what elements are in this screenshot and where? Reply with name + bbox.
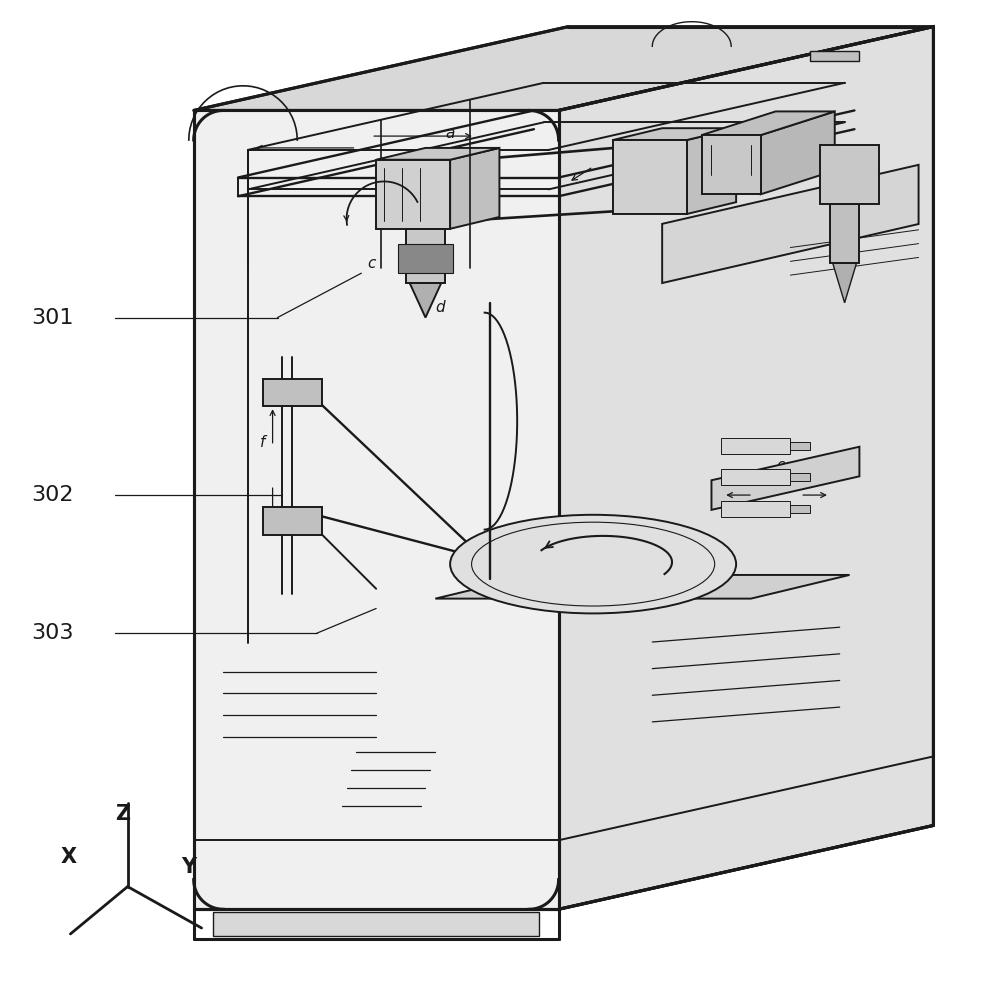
Polygon shape [194, 27, 934, 110]
Polygon shape [376, 160, 450, 229]
Polygon shape [435, 575, 850, 599]
Polygon shape [450, 148, 499, 229]
Polygon shape [398, 244, 453, 273]
Text: Y: Y [181, 857, 197, 877]
Polygon shape [663, 165, 919, 283]
Text: 302: 302 [31, 485, 73, 505]
Polygon shape [263, 379, 321, 406]
Polygon shape [721, 501, 790, 517]
Polygon shape [409, 283, 441, 318]
Text: a: a [445, 126, 455, 141]
Polygon shape [830, 204, 859, 263]
Polygon shape [790, 473, 810, 481]
Polygon shape [701, 111, 835, 135]
Polygon shape [376, 148, 499, 160]
Polygon shape [686, 128, 736, 214]
Polygon shape [559, 27, 934, 909]
Polygon shape [810, 51, 859, 61]
Text: 303: 303 [31, 623, 73, 643]
Text: X: X [60, 847, 76, 867]
Polygon shape [790, 442, 810, 450]
Polygon shape [820, 145, 879, 204]
Text: f: f [260, 435, 265, 450]
Polygon shape [721, 438, 790, 454]
Text: 301: 301 [31, 308, 73, 328]
Text: Z: Z [115, 804, 131, 824]
Ellipse shape [450, 515, 736, 613]
Text: b: b [615, 172, 625, 187]
Polygon shape [263, 507, 321, 535]
Text: c: c [367, 256, 376, 271]
Text: g: g [613, 562, 623, 577]
Polygon shape [790, 505, 810, 513]
Text: e: e [775, 458, 785, 473]
Polygon shape [701, 135, 761, 194]
Polygon shape [214, 912, 539, 936]
Polygon shape [613, 140, 686, 214]
Polygon shape [721, 469, 790, 485]
Text: d: d [435, 300, 445, 315]
Polygon shape [833, 263, 856, 303]
Polygon shape [194, 110, 559, 909]
Polygon shape [613, 128, 736, 140]
Polygon shape [711, 447, 859, 510]
Polygon shape [761, 111, 835, 194]
Polygon shape [405, 229, 445, 283]
